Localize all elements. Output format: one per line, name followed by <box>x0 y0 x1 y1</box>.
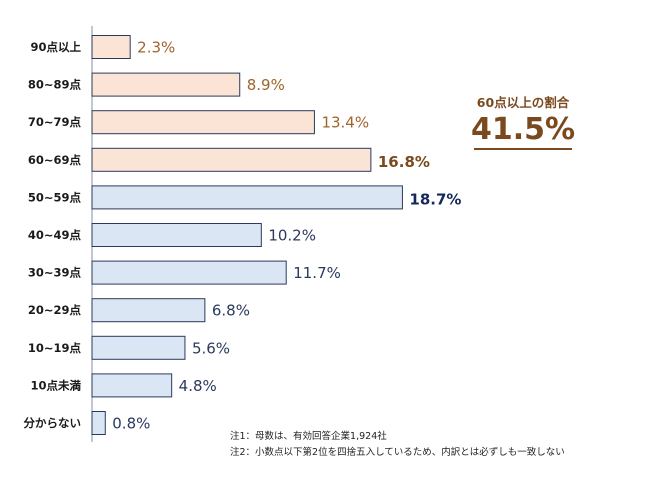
value-label: 18.7% <box>409 190 461 208</box>
bar <box>91 223 262 247</box>
value-label: 4.8% <box>179 377 217 395</box>
bar <box>91 110 315 135</box>
bar <box>91 35 131 59</box>
callout-value: 41.5% <box>470 112 576 147</box>
value-label: 10.2% <box>268 227 316 245</box>
value-label: 6.8% <box>212 302 250 320</box>
category-label: 10点未満 <box>30 378 81 392</box>
bar <box>91 260 287 285</box>
category-label: 20~29点 <box>28 303 82 317</box>
callout-label: 60点以上の割合 <box>476 95 570 110</box>
category-label: 80~89点 <box>28 78 82 92</box>
category-label: 50~59点 <box>28 190 82 204</box>
bar <box>91 72 241 97</box>
category-label: 70~79点 <box>28 115 82 129</box>
value-label: 16.8% <box>378 153 430 171</box>
callout-underline <box>474 148 572 150</box>
value-label: 8.9% <box>247 76 285 94</box>
bar <box>91 411 106 435</box>
value-label: 0.8% <box>112 415 150 433</box>
category-label: 90点以上 <box>30 40 81 54</box>
bar <box>91 147 372 172</box>
bar <box>91 298 206 323</box>
category-label: 分からない <box>24 416 82 430</box>
category-label: 10~19点 <box>28 341 82 355</box>
value-label: 2.3% <box>137 39 175 57</box>
category-label: 30~39点 <box>28 266 82 280</box>
note-1: 注1：母数は、有効回答企業1,924社 <box>230 431 387 442</box>
value-label: 11.7% <box>293 264 341 282</box>
bar <box>91 335 186 360</box>
bar <box>91 373 173 398</box>
note-2: 注2：小数点以下第2位を四捨五入しているため、内訳とは必ずしも一致しない <box>230 447 565 458</box>
bar <box>91 185 403 210</box>
value-label: 13.4% <box>321 114 369 132</box>
value-label: 5.6% <box>192 339 230 357</box>
category-label: 40~49点 <box>28 228 82 242</box>
category-label: 60~69点 <box>28 153 82 167</box>
